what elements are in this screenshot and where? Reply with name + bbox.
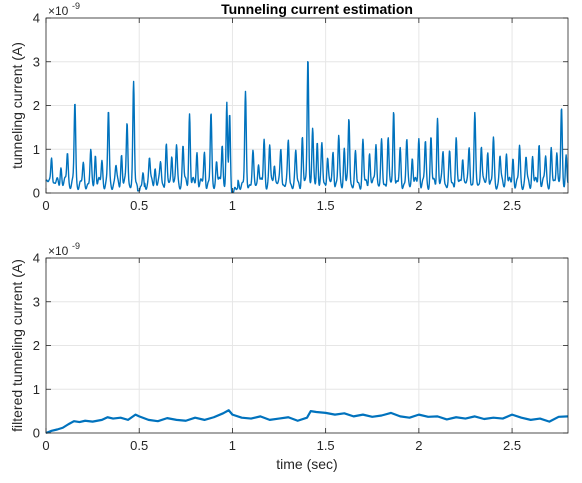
x-axis-label: time (sec) [276, 456, 337, 472]
y-tick-label: 4 [33, 251, 40, 266]
chart-title: Tunneling current estimation [221, 1, 413, 17]
x-tick-label: 2.5 [503, 198, 521, 213]
x-tick-label: 0.5 [130, 438, 148, 453]
y-axis-label: filtered tunneling current (A) [9, 259, 25, 432]
x-tick-label: 1 [229, 198, 236, 213]
data-series-line [45, 409, 569, 435]
y-tick-label: 3 [33, 54, 40, 69]
x-tick-label: 1.5 [317, 438, 335, 453]
top-axes: 0 0.5 1 1.5 2 2.5 0 1 2 3 4 ×10 -9 tunneling current … [9, 1, 569, 213]
y-tick-label: 2 [33, 338, 40, 353]
y-exponent-label: ×10 [48, 244, 69, 258]
x-tick-label: 0 [42, 438, 49, 453]
x-tick-label: 0 [42, 198, 49, 213]
y-exponent-label: ×10 [48, 4, 69, 18]
y-exponent-power: -9 [72, 241, 80, 251]
y-tick-label: 4 [33, 11, 40, 26]
x-tick-label: 2 [415, 438, 422, 453]
y-tick-label: 0 [33, 186, 40, 201]
y-axis-label: tunneling current (A) [9, 42, 25, 169]
y-tick-label: 1 [33, 382, 40, 397]
x-tick-label: 0.5 [130, 198, 148, 213]
x-tick-label: 2.5 [503, 438, 521, 453]
y-tick-label: 2 [33, 98, 40, 113]
x-tick-label: 2 [415, 198, 422, 213]
x-tick-label: 1 [229, 438, 236, 453]
y-tick-label: 1 [33, 142, 40, 157]
x-tick-label: 1.5 [317, 198, 335, 213]
y-exponent-power: -9 [72, 1, 80, 11]
bottom-axes: 0 0.5 1 1.5 2 2.5 0 1 2 3 4 ×10 -9 filtered tunneling… [9, 241, 569, 472]
y-tick-label: 3 [33, 294, 40, 309]
y-tick-label: 0 [33, 426, 40, 441]
data-series-line [45, 60, 569, 193]
